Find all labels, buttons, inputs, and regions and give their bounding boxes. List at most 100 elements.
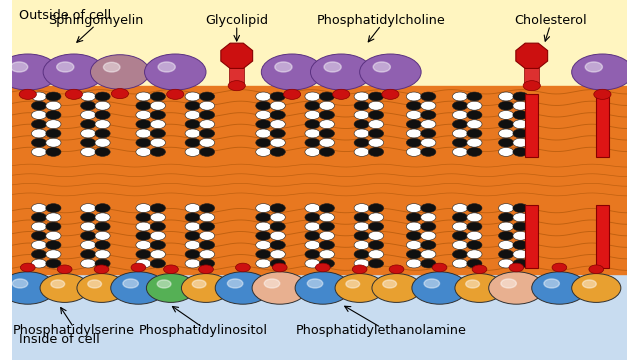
Circle shape	[150, 92, 166, 101]
Circle shape	[21, 263, 35, 272]
Circle shape	[513, 231, 528, 240]
Circle shape	[406, 101, 421, 110]
Circle shape	[354, 250, 369, 259]
Circle shape	[199, 101, 214, 110]
Circle shape	[31, 231, 46, 240]
Circle shape	[150, 129, 166, 138]
Circle shape	[136, 231, 151, 240]
Circle shape	[305, 120, 320, 129]
Circle shape	[270, 120, 285, 129]
Circle shape	[90, 55, 149, 89]
Bar	[596, 205, 609, 268]
Circle shape	[46, 259, 61, 268]
Circle shape	[453, 240, 468, 249]
Circle shape	[43, 54, 105, 90]
Circle shape	[56, 62, 74, 72]
Circle shape	[498, 129, 514, 138]
Circle shape	[552, 263, 567, 272]
Circle shape	[421, 204, 436, 212]
Circle shape	[373, 62, 391, 72]
Circle shape	[307, 279, 323, 288]
Bar	[13, 86, 627, 274]
Circle shape	[467, 101, 482, 110]
Circle shape	[31, 259, 46, 268]
Circle shape	[136, 92, 151, 101]
Circle shape	[406, 111, 421, 120]
Circle shape	[305, 138, 320, 147]
Circle shape	[199, 120, 214, 129]
Circle shape	[145, 54, 206, 90]
Circle shape	[270, 148, 285, 156]
Circle shape	[136, 148, 151, 156]
Circle shape	[199, 222, 214, 231]
Circle shape	[453, 120, 468, 129]
Text: Inside of cell: Inside of cell	[19, 333, 99, 346]
Circle shape	[256, 204, 271, 212]
Circle shape	[354, 213, 369, 222]
Circle shape	[305, 111, 320, 120]
Text: Phosphatidylserine: Phosphatidylserine	[13, 324, 135, 337]
Circle shape	[310, 54, 372, 90]
Circle shape	[369, 250, 384, 259]
Circle shape	[81, 111, 96, 120]
Circle shape	[498, 120, 514, 129]
Circle shape	[421, 240, 436, 249]
Circle shape	[498, 222, 514, 231]
Circle shape	[455, 274, 504, 302]
Circle shape	[467, 231, 482, 240]
Circle shape	[270, 213, 285, 222]
Circle shape	[256, 101, 271, 110]
Circle shape	[81, 222, 96, 231]
Circle shape	[498, 250, 514, 259]
Circle shape	[369, 231, 384, 240]
Circle shape	[95, 120, 110, 129]
Circle shape	[305, 129, 320, 138]
Circle shape	[236, 263, 250, 272]
Circle shape	[270, 240, 285, 249]
Circle shape	[150, 138, 166, 147]
Circle shape	[228, 81, 245, 91]
Circle shape	[453, 259, 468, 268]
Circle shape	[31, 111, 46, 120]
Polygon shape	[221, 43, 253, 68]
Circle shape	[467, 92, 482, 101]
Circle shape	[164, 265, 178, 274]
Circle shape	[31, 120, 46, 129]
Bar	[13, 0, 627, 180]
Circle shape	[270, 101, 285, 110]
Circle shape	[453, 148, 468, 156]
Circle shape	[352, 265, 367, 274]
Circle shape	[319, 92, 334, 101]
Circle shape	[305, 231, 320, 240]
Circle shape	[319, 213, 334, 222]
Circle shape	[81, 120, 96, 129]
Circle shape	[453, 213, 468, 222]
Circle shape	[472, 265, 487, 274]
Polygon shape	[516, 43, 547, 68]
Circle shape	[354, 259, 369, 268]
Circle shape	[150, 204, 166, 212]
Circle shape	[150, 101, 166, 110]
Circle shape	[31, 240, 46, 249]
Circle shape	[19, 89, 36, 99]
Circle shape	[95, 92, 110, 101]
Circle shape	[498, 92, 514, 101]
Circle shape	[498, 231, 514, 240]
Circle shape	[95, 129, 110, 138]
Circle shape	[185, 148, 200, 156]
Circle shape	[509, 263, 524, 272]
Circle shape	[354, 111, 369, 120]
Circle shape	[453, 222, 468, 231]
Circle shape	[354, 138, 369, 147]
Circle shape	[513, 222, 528, 231]
Circle shape	[406, 120, 421, 129]
Circle shape	[421, 120, 436, 129]
Circle shape	[81, 204, 96, 212]
Circle shape	[369, 129, 384, 138]
Circle shape	[319, 120, 334, 129]
Circle shape	[31, 213, 46, 222]
Circle shape	[270, 259, 285, 268]
Circle shape	[81, 231, 96, 240]
Circle shape	[199, 250, 214, 259]
Circle shape	[354, 92, 369, 101]
